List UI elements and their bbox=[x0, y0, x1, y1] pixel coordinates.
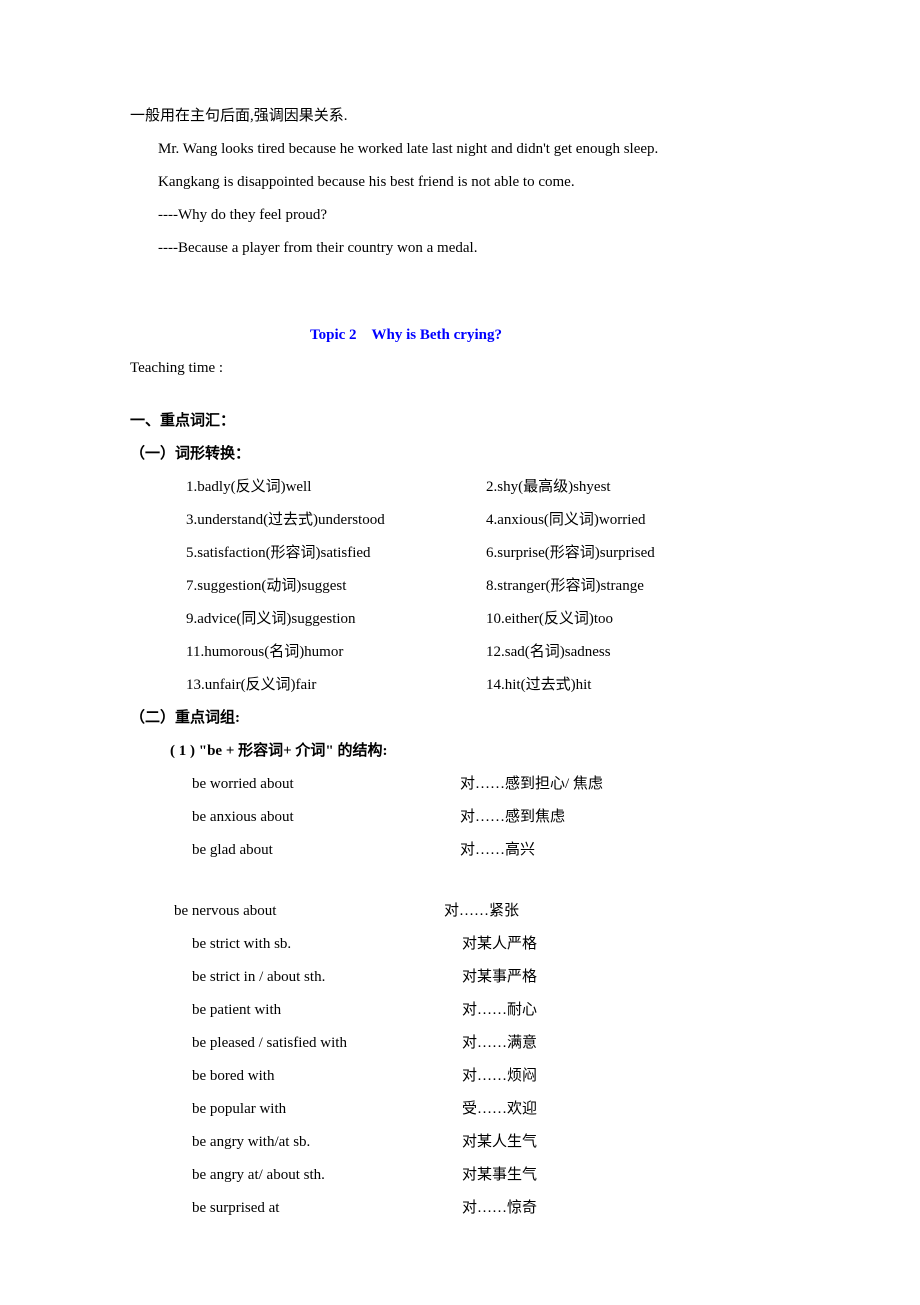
wordform-left: 3.understand(过去式)understood bbox=[186, 504, 486, 537]
phrase-en: be worried about bbox=[192, 768, 460, 801]
example-sentence: ----Because a player from their country … bbox=[130, 232, 810, 265]
phrase-zh: 受……欢迎 bbox=[462, 1093, 810, 1126]
phrase-row: be worried about对……感到担心/ 焦虑 bbox=[192, 768, 810, 801]
wordform-right: 6.surprise(形容词)surprised bbox=[486, 537, 810, 570]
wordform-right: 10.either(反义词)too bbox=[486, 603, 810, 636]
phrase-en: be pleased / satisfied with bbox=[192, 1027, 462, 1060]
phrase-row: be nervous about对……紧张 bbox=[174, 895, 810, 928]
subsection-wordform-heading: （一）词形转换： bbox=[130, 438, 810, 471]
phrase-en: be nervous about bbox=[174, 895, 444, 928]
wordform-left: 9.advice(同义词)suggestion bbox=[186, 603, 486, 636]
phrase-zh: 对……高兴 bbox=[460, 834, 810, 867]
phrase-row: be angry with/at sb.对某人生气 bbox=[192, 1126, 810, 1159]
phrase-mid-block: be nervous about对……紧张 bbox=[130, 895, 810, 928]
phrase-row: be anxious about对……感到焦虑 bbox=[192, 801, 810, 834]
topic-title-text: Why is Beth crying? bbox=[372, 327, 502, 343]
phrase-row: be patient with对……耐心 bbox=[192, 994, 810, 1027]
phrase-en: be popular with bbox=[192, 1093, 462, 1126]
wordform-right: 2.shy(最高级)shyest bbox=[486, 471, 810, 504]
wordform-list: 1.badly(反义词)well2.shy(最高级)shyest 3.under… bbox=[130, 471, 810, 702]
phrase-zh: 对……耐心 bbox=[462, 994, 810, 1027]
phrase-zh: 对……烦闷 bbox=[462, 1060, 810, 1093]
phrase-zh: 对某事生气 bbox=[462, 1159, 810, 1192]
phrase-row: be strict with sb.对某人严格 bbox=[192, 928, 810, 961]
teaching-time-label: Teaching time : bbox=[130, 352, 810, 385]
topic-label: Topic 2 bbox=[310, 327, 357, 343]
document-page: 一般用在主句后面,强调因果关系. Mr. Wang looks tired be… bbox=[0, 0, 920, 1305]
spacer bbox=[130, 867, 810, 895]
phrase-en: be patient with bbox=[192, 994, 462, 1027]
phrase-row: be angry at/ about sth.对某事生气 bbox=[192, 1159, 810, 1192]
phrase-en: be glad about bbox=[192, 834, 460, 867]
wordform-left: 5.satisfaction(形容词)satisfied bbox=[186, 537, 486, 570]
phrase-list-b: be strict with sb.对某人严格 be strict in / a… bbox=[130, 928, 810, 1225]
section-vocab-heading: 一、重点词汇： bbox=[130, 405, 810, 438]
wordform-right: 14.hit(过去式)hit bbox=[486, 669, 810, 702]
phrase-zh: 对……惊奇 bbox=[462, 1192, 810, 1225]
subsection-phrases-heading: （二）重点词组: bbox=[130, 702, 810, 735]
phrase-en: be strict in / about sth. bbox=[192, 961, 462, 994]
phrase-en: be surprised at bbox=[192, 1192, 462, 1225]
phrase-zh: 对……感到担心/ 焦虑 bbox=[460, 768, 810, 801]
phrase-row: be strict in / about sth.对某事严格 bbox=[192, 961, 810, 994]
wordform-row: 3.understand(过去式)understood4.anxious(同义词… bbox=[186, 504, 810, 537]
phrase-zh: 对某人严格 bbox=[462, 928, 810, 961]
phrase-zh: 对某事严格 bbox=[462, 961, 810, 994]
wordform-row: 11.humorous(名词)humor12.sad(名词)sadness bbox=[186, 636, 810, 669]
phrase-row: be surprised at对……惊奇 bbox=[192, 1192, 810, 1225]
phrase-row: be pleased / satisfied with对……满意 bbox=[192, 1027, 810, 1060]
phrase-en: be bored with bbox=[192, 1060, 462, 1093]
example-sentence: Kangkang is disappointed because his bes… bbox=[130, 166, 810, 199]
phrase-row: be popular with受……欢迎 bbox=[192, 1093, 810, 1126]
example-sentence: Mr. Wang looks tired because he worked l… bbox=[130, 133, 810, 166]
phrase-en: be angry with/at sb. bbox=[192, 1126, 462, 1159]
wordform-left: 13.unfair(反义词)fair bbox=[186, 669, 486, 702]
wordform-right: 8.stranger(形容词)strange bbox=[486, 570, 810, 603]
topic-heading: Topic 2 Why is Beth crying? bbox=[130, 319, 810, 352]
phrase-zh: 对……紧张 bbox=[444, 895, 810, 928]
wordform-row: 7.suggestion(动词)suggest8.stranger(形容词)st… bbox=[186, 570, 810, 603]
wordform-row: 13.unfair(反义词)fair14.hit(过去式)hit bbox=[186, 669, 810, 702]
phrase-en: be angry at/ about sth. bbox=[192, 1159, 462, 1192]
phrase-row: be bored with对……烦闷 bbox=[192, 1060, 810, 1093]
wordform-left: 7.suggestion(动词)suggest bbox=[186, 570, 486, 603]
intro-line: 一般用在主句后面,强调因果关系. bbox=[130, 100, 810, 133]
wordform-row: 1.badly(反义词)well2.shy(最高级)shyest bbox=[186, 471, 810, 504]
phrase-en: be anxious about bbox=[192, 801, 460, 834]
wordform-right: 12.sad(名词)sadness bbox=[486, 636, 810, 669]
wordform-row: 5.satisfaction(形容词)satisfied6.surprise(形… bbox=[186, 537, 810, 570]
example-sentence: ----Why do they feel proud? bbox=[130, 199, 810, 232]
wordform-left: 1.badly(反义词)well bbox=[186, 471, 486, 504]
wordform-left: 11.humorous(名词)humor bbox=[186, 636, 486, 669]
wordform-right: 4.anxious(同义词)worried bbox=[486, 504, 810, 537]
structure-heading: ( 1 ) "be + 形容词+ 介词" 的结构: bbox=[130, 735, 810, 768]
phrase-en: be strict with sb. bbox=[192, 928, 462, 961]
wordform-row: 9.advice(同义词)suggestion10.either(反义词)too bbox=[186, 603, 810, 636]
phrase-row: be glad about对……高兴 bbox=[192, 834, 810, 867]
phrase-list-a: be worried about对……感到担心/ 焦虑 be anxious a… bbox=[130, 768, 810, 867]
phrase-zh: 对……满意 bbox=[462, 1027, 810, 1060]
phrase-zh: 对某人生气 bbox=[462, 1126, 810, 1159]
phrase-zh: 对……感到焦虑 bbox=[460, 801, 810, 834]
